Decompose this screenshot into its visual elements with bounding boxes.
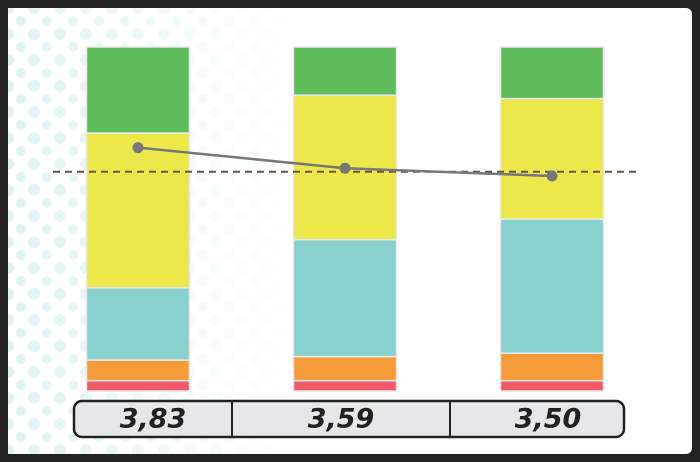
value-label: 3,59 — [308, 404, 375, 435]
bar-segment — [499, 46, 605, 100]
average-point — [132, 142, 144, 154]
average-point — [546, 170, 558, 182]
bar-segment — [85, 379, 191, 392]
bar-segment — [499, 218, 605, 354]
average-point — [339, 162, 351, 174]
bar-segment — [85, 46, 191, 134]
bar-segment — [292, 355, 398, 382]
bar-segment — [85, 359, 191, 382]
label-bar — [72, 399, 626, 439]
value-label: 3,83 — [120, 404, 187, 435]
bar-segment — [85, 287, 191, 361]
bar-segment — [85, 132, 191, 289]
bar-segment — [499, 379, 605, 392]
bar-segment — [292, 379, 398, 392]
bar-segment — [499, 97, 605, 220]
value-label: 3,50 — [515, 404, 582, 435]
bar-segment — [292, 238, 398, 358]
bar-segment — [292, 46, 398, 96]
bar-segment — [499, 352, 605, 382]
